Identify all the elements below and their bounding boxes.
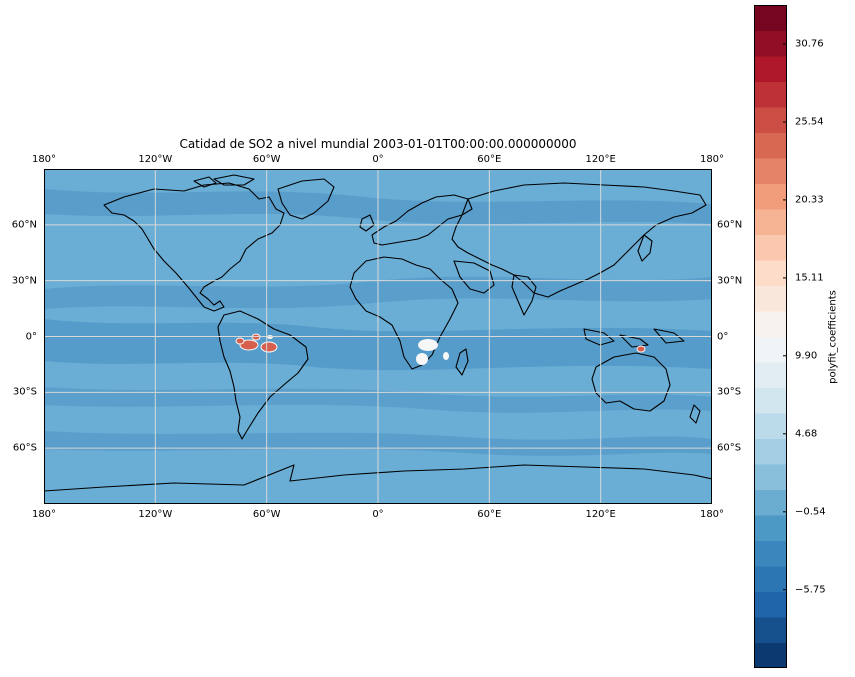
latitude-tick-label: 30°N: [717, 275, 743, 287]
colorbar-level: [754, 132, 787, 159]
colorbar-level: [754, 107, 787, 133]
latitude-tick-label: 60°S: [12, 442, 37, 454]
latitude-tick-label: 60°N: [11, 219, 37, 231]
colorbar-level: [754, 387, 787, 414]
longitude-tick-label: 60°W: [252, 154, 281, 165]
colorbar-level: [754, 30, 787, 57]
colorbar-tick-label: 15.11: [795, 272, 824, 284]
longitude-tick-label: 180°: [31, 154, 57, 165]
colorbar-label: polyfit_coefficients: [827, 290, 839, 384]
map-border: [44, 169, 712, 504]
colorbar-tick-label: −0.54: [795, 506, 826, 518]
longitude-tick-label: 120°E: [585, 509, 616, 520]
colorbar-level: [754, 515, 787, 541]
colorbar-level: [754, 642, 787, 669]
longitude-tick-label: 180°: [31, 509, 57, 520]
longitude-tick-label: 60°E: [477, 509, 502, 520]
colorbar-level: [754, 336, 787, 363]
colorbar: [754, 5, 787, 669]
longitude-tick-label: 180°: [699, 154, 725, 165]
colorbar-tick-label: 9.90: [795, 350, 818, 362]
longitude-tick-label: 180°: [699, 509, 725, 520]
latitude-tick-label: 30°S: [12, 386, 37, 398]
longitude-tick-label: 0°: [372, 154, 384, 165]
colorbar-tick-label: 20.33: [795, 194, 824, 206]
longitude-tick-label: 0°: [372, 509, 384, 520]
latitude-tick-label: 30°S: [717, 386, 742, 398]
world-map: [44, 169, 712, 504]
longitude-tick-label: 120°W: [138, 509, 173, 520]
colorbar-level: [754, 158, 787, 184]
colorbar-level: [754, 5, 787, 31]
colorbar-level: [754, 362, 787, 388]
colorbar-tick-label: −5.75: [795, 584, 826, 596]
longitude-tick-label: 60°E: [477, 154, 502, 165]
colorbar-level: [754, 209, 787, 235]
latitude-tick-label: 0°: [717, 331, 729, 342]
colorbar-level: [754, 56, 787, 82]
colorbar-level: [754, 591, 787, 618]
colorbar-level: [754, 81, 787, 108]
colorbar-level: [754, 566, 787, 592]
colorbar-level: [754, 413, 787, 439]
colorbar-border: [754, 5, 787, 668]
colorbar-level: [754, 285, 787, 312]
latitude-tick-label: 60°S: [717, 442, 742, 454]
colorbar-level: [754, 234, 787, 261]
colorbar-level: [754, 311, 787, 337]
colorbar-level: [754, 260, 787, 286]
colorbar-tick-label: 30.76: [795, 38, 824, 50]
longitude-tick-label: 120°E: [585, 154, 616, 165]
colorbar-level: [754, 617, 787, 643]
colorbar-level: [754, 183, 787, 210]
colorbar-tick-label: 4.68: [795, 428, 818, 440]
map-canvas: [44, 169, 712, 504]
colorbar-level: [754, 540, 787, 567]
latitude-tick-label: 30°N: [11, 275, 37, 287]
colorbar-level: [754, 464, 787, 490]
colorbar-level: [754, 438, 787, 465]
colorbar-tick-label: 25.54: [795, 116, 824, 128]
so2-hotspots: [235, 333, 646, 353]
colorbar-level: [754, 489, 787, 516]
map-title: Catidad de SO2 a nivel mundial 2003-01-0…: [179, 137, 577, 151]
colorbar-scale: [754, 5, 787, 669]
graticule: [44, 169, 712, 504]
latitude-tick-label: 0°: [25, 331, 37, 342]
longitude-tick-label: 60°W: [252, 509, 281, 520]
longitude-tick-label: 120°W: [138, 154, 173, 165]
latitude-tick-label: 60°N: [717, 219, 743, 231]
